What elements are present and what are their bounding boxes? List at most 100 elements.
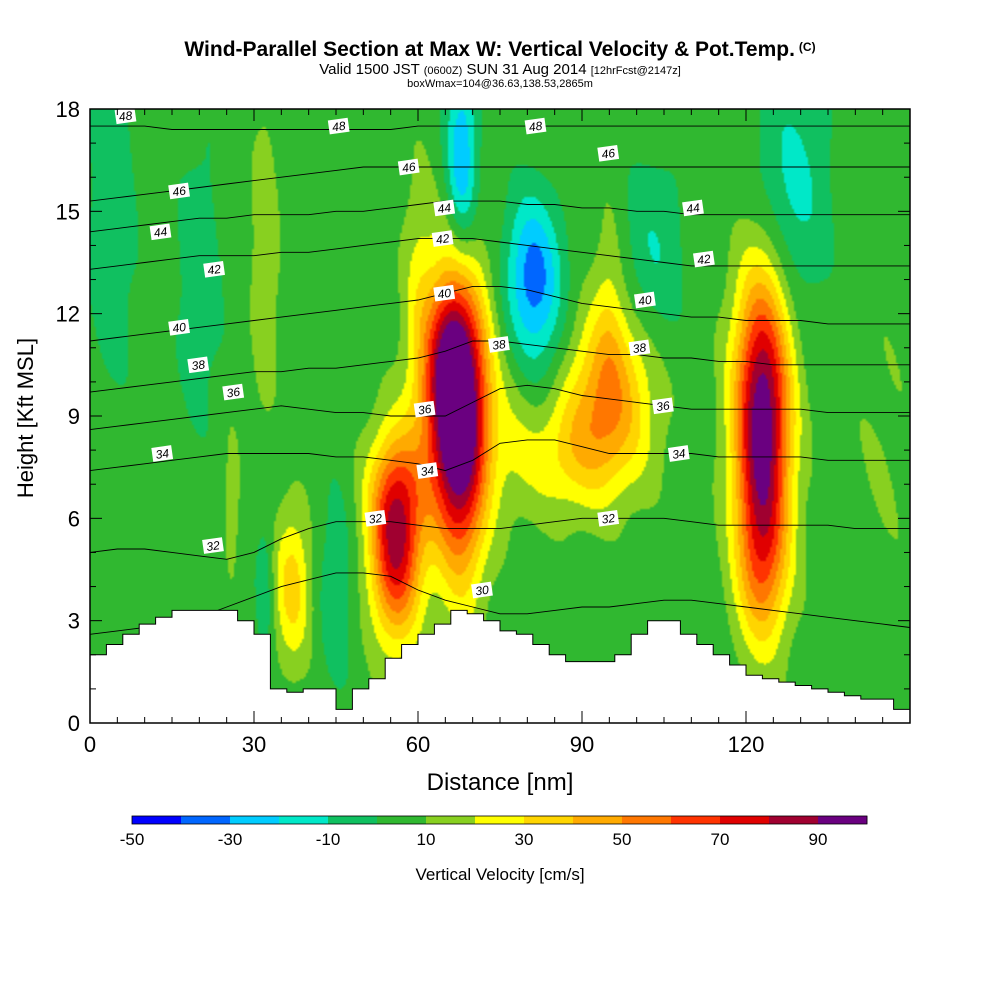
theta-label-text: 46 [601,146,616,162]
x-tick-label: 0 [84,732,96,757]
subtitle-fcst: [12hrFcst@2147z] [590,65,681,77]
x-tick-label: 30 [242,732,266,757]
theta-label-text: 40 [437,286,452,302]
theta-label-box [628,339,651,357]
theta-label-box [203,260,225,278]
theta-label-text: 32 [601,511,616,527]
theta-contour-32 [89,517,910,560]
theta-label-30: 30 [471,581,493,599]
theta-label-box [149,223,172,241]
theta-label-text: 34 [420,463,435,479]
theta-label-text: 32 [205,538,220,554]
theta-label-text: 38 [632,340,647,356]
y-tick-label: 15 [56,199,80,224]
colorbar-swatch [818,816,868,824]
theta-label-34: 34 [416,462,439,479]
colorbar-swatch [132,816,182,824]
theta-label-box [597,144,620,162]
theta-label-text: 40 [637,293,652,309]
theta-contour-34 [89,439,910,472]
theta-label-box [488,336,510,353]
y-tick-label: 18 [56,97,80,122]
chart-title-mark: (C) [798,40,816,54]
theta-label-box [667,445,690,462]
colorbar-swatch [475,816,525,824]
theta-label-48: 48 [114,107,137,124]
theta-label-box [168,318,190,336]
colorbar-swatch [524,816,574,824]
theta-label-text: 38 [491,337,506,353]
theta-label-text: 42 [435,231,450,247]
theta-contour-48 [90,125,910,130]
x-tick-label: 120 [728,732,765,757]
theta-contour-40 [89,285,910,342]
theta-contours [89,125,911,635]
subtitle-date: SUN 31 Aug 2014 [466,61,587,78]
terrain [89,609,911,724]
theta-label-44: 44 [149,223,172,241]
theta-label-box [431,230,454,247]
y-tick-label: 3 [68,609,80,634]
theta-label-text: 40 [172,320,187,336]
theta-label-48: 48 [327,117,350,135]
theta-label-box [597,509,620,527]
theta-label-text: 38 [191,357,206,373]
theta-label-box [168,182,190,200]
theta-label-box [151,445,174,462]
theta-label-text: 48 [331,119,346,135]
colorbar-tick-label: -30 [218,830,243,849]
x-tick-labels: 0 30 60 90 120 [84,732,764,757]
theta-label-text: 30 [474,583,489,599]
colorbar-swatch [328,816,378,824]
theta-label-32: 32 [202,537,224,554]
x-axis-label: Distance [nm] [427,769,574,796]
theta-label-text: 48 [528,119,543,135]
colorbar-label: Vertical Velocity [cm/s] [415,865,584,884]
colorbar-swatch [622,816,672,824]
subtitle-valid: Valid 1500 JST [319,61,420,78]
theta-label-34: 34 [151,445,174,462]
theta-label-box [682,199,704,217]
theta-label-text: 34 [155,446,170,462]
y-tick-label: 0 [68,711,80,736]
theta-label-box [433,199,456,217]
theta-contour-36 [89,384,910,431]
theta-label-text: 36 [417,402,432,418]
theta-label-32: 32 [364,509,387,527]
y-tick-label: 12 [56,302,80,327]
theta-label-40: 40 [634,291,656,309]
theta-label-text: 36 [226,385,241,401]
theta-label-48: 48 [524,117,547,135]
theta-label-text: 44 [153,224,168,240]
colorbar-tick-label: 10 [417,830,436,849]
axis-ticks [89,108,911,724]
theta-contour-42 [89,238,910,270]
theta-label-38: 38 [187,356,210,373]
colorbar-swatch [573,816,623,824]
theta-label-box [634,291,656,309]
theta-contour-labels: 48 48 48 46 46 46 44 44 44 42 42 42 40 40 40 38 38 38 36 36… [114,107,715,599]
theta-label-text: 32 [368,511,383,527]
theta-label-text: 46 [172,183,187,199]
colorbar-swatch [279,816,329,824]
theta-label-32: 32 [597,509,620,527]
chart-subtitle-2: boxWmax=104@36.63,138.53,2865m [407,78,593,90]
theta-label-40: 40 [168,318,190,336]
colorbar-frame [131,815,868,825]
colorbar-swatch [671,816,721,824]
theta-label-box [397,158,420,176]
theta-label-38: 38 [628,339,651,357]
y-tick-label: 6 [68,506,80,531]
theta-label-34: 34 [667,445,690,462]
colorbar [131,815,868,825]
theta-label-box [471,581,493,599]
y-axis-label: Height [Kft MSL] [13,338,38,498]
theta-label-36: 36 [652,397,674,414]
theta-label-text: 46 [401,160,416,176]
colorbar-swatch [181,816,231,824]
theta-label-44: 44 [682,199,704,217]
theta-label-36: 36 [413,400,436,418]
colorbar-tick-label: -10 [316,830,341,849]
theta-label-box [652,397,674,415]
